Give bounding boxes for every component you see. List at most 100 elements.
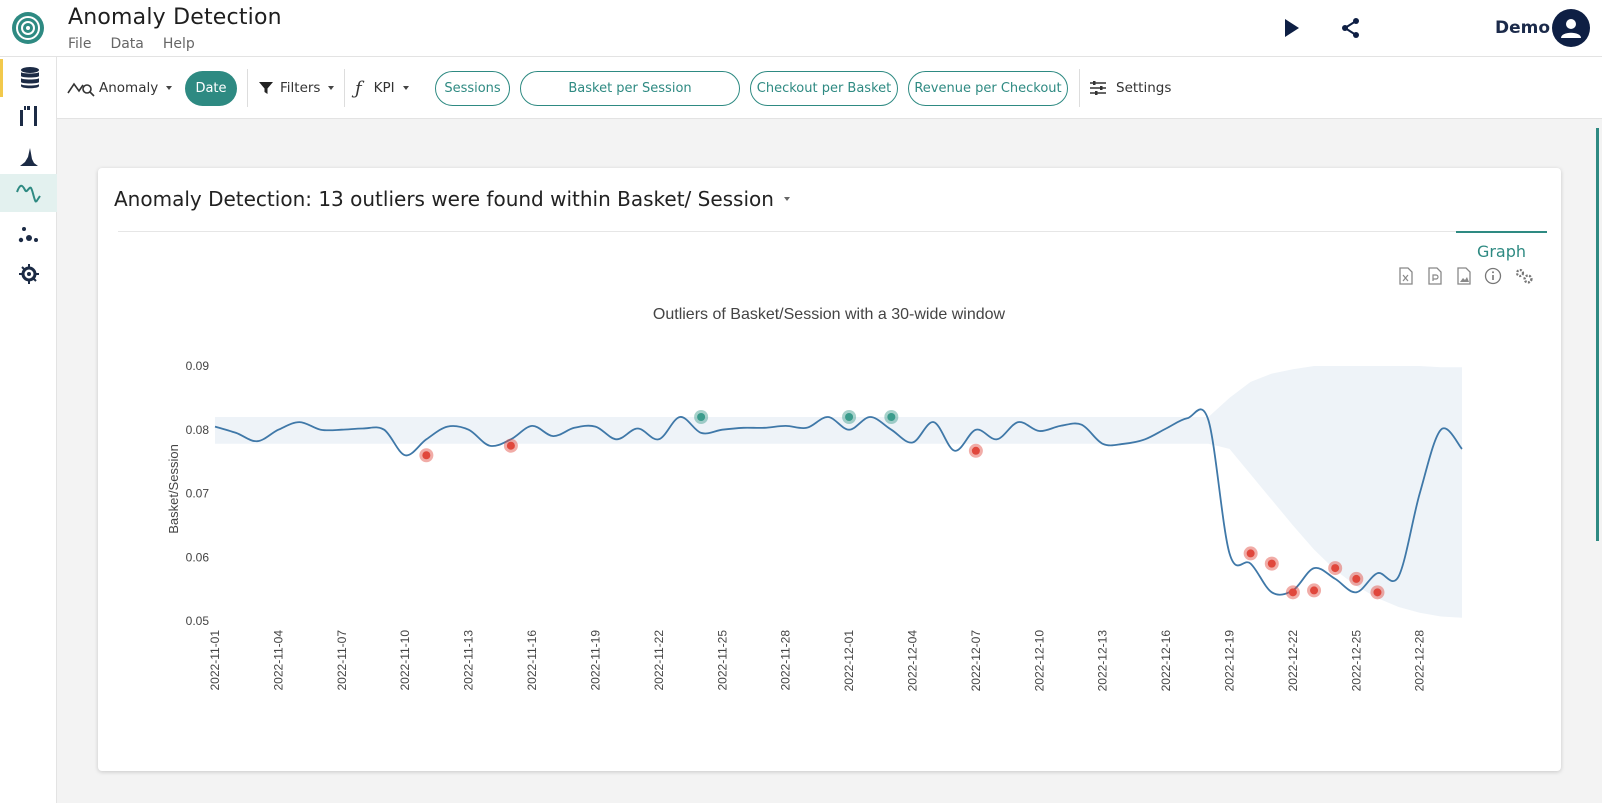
x-tick-label: 2022-12-16: [1159, 630, 1173, 692]
anomaly-card: Anomaly Detection: 13 outliers were foun…: [98, 168, 1561, 771]
x-tick-label: 2022-11-10: [398, 630, 412, 691]
play-icon[interactable]: [1280, 17, 1302, 39]
outlier-point: [1349, 571, 1364, 586]
toolbar: Anomaly Date Filters ƒ KPI Sessions Bask…: [57, 57, 1602, 119]
kpi-pill-basket-per-session[interactable]: Basket per Session: [520, 71, 740, 106]
date-button[interactable]: Date: [185, 71, 237, 106]
outlier-point: [1307, 583, 1322, 598]
excel-export-icon[interactable]: [1397, 267, 1415, 285]
kpi-pill-checkout-per-basket[interactable]: Checkout per Basket: [750, 71, 898, 106]
tab-graph[interactable]: Graph: [1456, 231, 1547, 261]
x-tick-label: 2022-11-16: [525, 630, 539, 691]
top-header: Anomaly Detection File Data Help Demo: [0, 0, 1602, 57]
settings-label: Settings: [1116, 80, 1172, 96]
x-tick-label: 2022-11-07: [335, 630, 349, 691]
y-tick-label: 0.06: [186, 550, 210, 564]
scrollbar-thumb[interactable]: [1596, 128, 1599, 541]
x-tick-label: 2022-12-07: [969, 630, 983, 692]
outlier-point: [968, 443, 983, 458]
series-line: [214, 408, 1463, 596]
outlier-marker: [422, 451, 431, 460]
x-tick-label: 2022-12-19: [1223, 630, 1237, 692]
app-logo-icon[interactable]: [10, 10, 46, 46]
menu-help[interactable]: Help: [162, 36, 195, 52]
menu-bar: File Data Help: [68, 36, 195, 52]
x-tick-label: 2022-11-19: [588, 630, 602, 691]
x-tick-label: 2022-12-04: [906, 630, 920, 692]
outlier-marker: [971, 446, 980, 455]
outlier-point: [1370, 585, 1385, 600]
filters-dropdown[interactable]: Filters: [259, 57, 335, 119]
sliders-icon: [1090, 81, 1106, 95]
kpi-pill-sessions[interactable]: Sessions: [435, 71, 510, 106]
card-divider: [118, 231, 1540, 232]
chevron-down-icon: [402, 86, 409, 90]
toolbar-divider: [247, 69, 248, 107]
outlier-marker: [1288, 588, 1297, 597]
user-name[interactable]: Demo: [1495, 18, 1551, 38]
view-label: Anomaly: [99, 80, 159, 96]
y-tick-label: 0.08: [186, 423, 210, 437]
menu-data[interactable]: Data: [110, 36, 144, 52]
outlier-marker: [1246, 549, 1255, 558]
kpi-dropdown[interactable]: ƒ KPI: [355, 57, 409, 119]
x-tick-label: 2022-11-04: [271, 630, 285, 691]
outlier-point: [884, 410, 899, 424]
menu-file[interactable]: File: [68, 36, 92, 52]
chart-settings-icon[interactable]: [1514, 267, 1533, 285]
outlier-marker: [1373, 588, 1382, 597]
chevron-down-icon: [783, 197, 790, 201]
function-icon: ƒ: [355, 77, 362, 99]
settings-button[interactable]: Settings: [1090, 57, 1171, 119]
x-tick-label: 2022-11-13: [462, 630, 476, 691]
pdf-export-icon[interactable]: [1426, 267, 1444, 285]
toolbar-divider: [344, 69, 345, 107]
x-tick-label: 2022-11-22: [652, 630, 666, 691]
settings-target-icon[interactable]: [0, 255, 57, 293]
outlier-point: [419, 448, 434, 463]
x-tick-label: 2022-12-10: [1032, 630, 1046, 692]
x-tick-label: 2022-11-25: [715, 630, 729, 691]
y-tick-label: 0.05: [186, 614, 210, 628]
outlier-marker: [697, 413, 706, 421]
card-title: Anomaly Detection: 13 outliers were foun…: [114, 187, 774, 211]
y-axis-label: Basket/Session: [166, 444, 181, 534]
outlier-marker: [1331, 564, 1340, 573]
confidence-band: [215, 366, 1462, 618]
outlier-point: [1243, 546, 1258, 561]
columns-chart-icon[interactable]: [0, 97, 57, 135]
outlier-point: [1264, 556, 1279, 571]
x-tick-label: 2022-12-28: [1413, 630, 1427, 692]
x-tick-label: 2022-12-01: [842, 630, 856, 692]
view-selector[interactable]: Anomaly: [67, 57, 173, 119]
anomaly-chart: Outliers of Basket/Session with a 30-wid…: [166, 306, 1463, 692]
chevron-down-icon: [166, 86, 173, 90]
outlier-marker: [845, 413, 854, 421]
outlier-point: [1328, 561, 1343, 576]
y-tick-label: 0.07: [186, 487, 210, 501]
image-export-icon[interactable]: [1455, 267, 1473, 285]
anomaly-view-icon: [67, 82, 95, 97]
scatter-icon[interactable]: [0, 217, 57, 255]
share-icon[interactable]: [1340, 17, 1362, 39]
x-tick-label: 2022-12-22: [1286, 630, 1300, 692]
x-tick-label: 2022-12-25: [1349, 630, 1363, 692]
outlier-marker: [1310, 586, 1319, 595]
outlier-marker: [887, 413, 896, 421]
filter-icon: [259, 82, 273, 94]
toolbar-divider: [1079, 69, 1080, 107]
info-icon[interactable]: [1484, 267, 1502, 285]
chevron-down-icon: [328, 86, 335, 90]
anomaly-icon[interactable]: [0, 174, 57, 212]
distribution-icon[interactable]: [0, 137, 57, 175]
outlier-point: [503, 438, 518, 453]
card-title-dropdown[interactable]: Anomaly Detection: 13 outliers were foun…: [114, 187, 790, 211]
x-tick-label: 2022-11-28: [779, 630, 793, 691]
database-icon[interactable]: [0, 59, 57, 97]
x-tick-label: 2022-12-13: [1096, 630, 1110, 692]
kpi-pill-revenue-per-checkout[interactable]: Revenue per Checkout: [908, 71, 1068, 106]
user-avatar-icon[interactable]: [1552, 9, 1590, 47]
outlier-point: [842, 410, 857, 424]
app-title: Anomaly Detection: [68, 5, 282, 30]
y-tick-label: 0.09: [186, 359, 210, 373]
